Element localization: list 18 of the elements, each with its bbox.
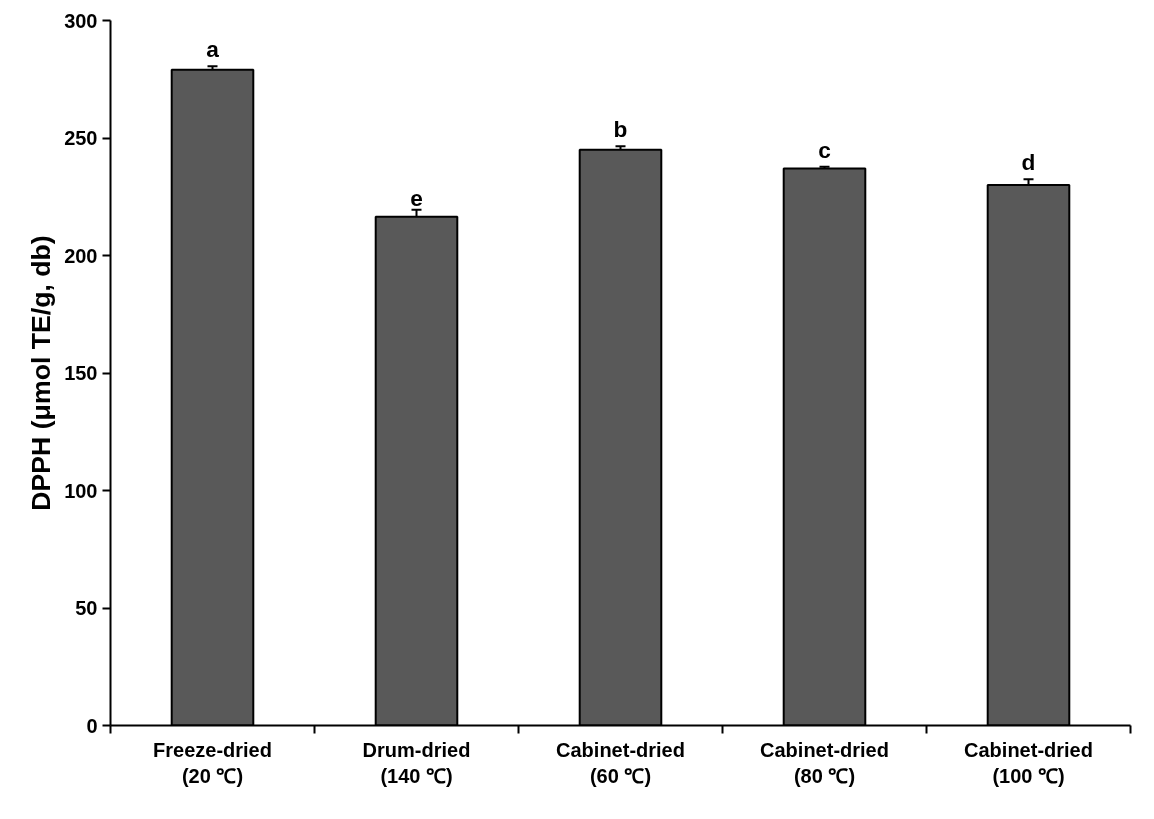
y-tick-label: 100 [64, 479, 98, 502]
annotation: b [613, 116, 628, 143]
x-tick-label: Cabinet-dried (100 ℃) [964, 738, 1093, 787]
y-tick-label: 200 [64, 244, 98, 267]
x-tick-label: Drum-dried (140 ℃) [362, 738, 471, 787]
y-tick-label: 250 [64, 127, 98, 149]
x-tick-label: Cabinet-dried (80 ℃) [760, 738, 889, 787]
annotation: a [206, 36, 220, 63]
y-axis-title: DPPH (μmol TE/g, db) [26, 235, 57, 511]
y-tick-label: 0 [86, 714, 98, 737]
y-tick-label: 300 [64, 9, 98, 32]
x-tick-label: Cabinet-dried (60 ℃) [556, 738, 685, 787]
annotation: c [818, 136, 831, 163]
x-tick-label: Freeze-dried (20 ℃) [153, 738, 272, 787]
y-tick-label: 150 [64, 362, 98, 384]
annotation: e [410, 184, 423, 211]
y-tick-label: 50 [75, 597, 98, 619]
annotation: d [1021, 149, 1036, 176]
